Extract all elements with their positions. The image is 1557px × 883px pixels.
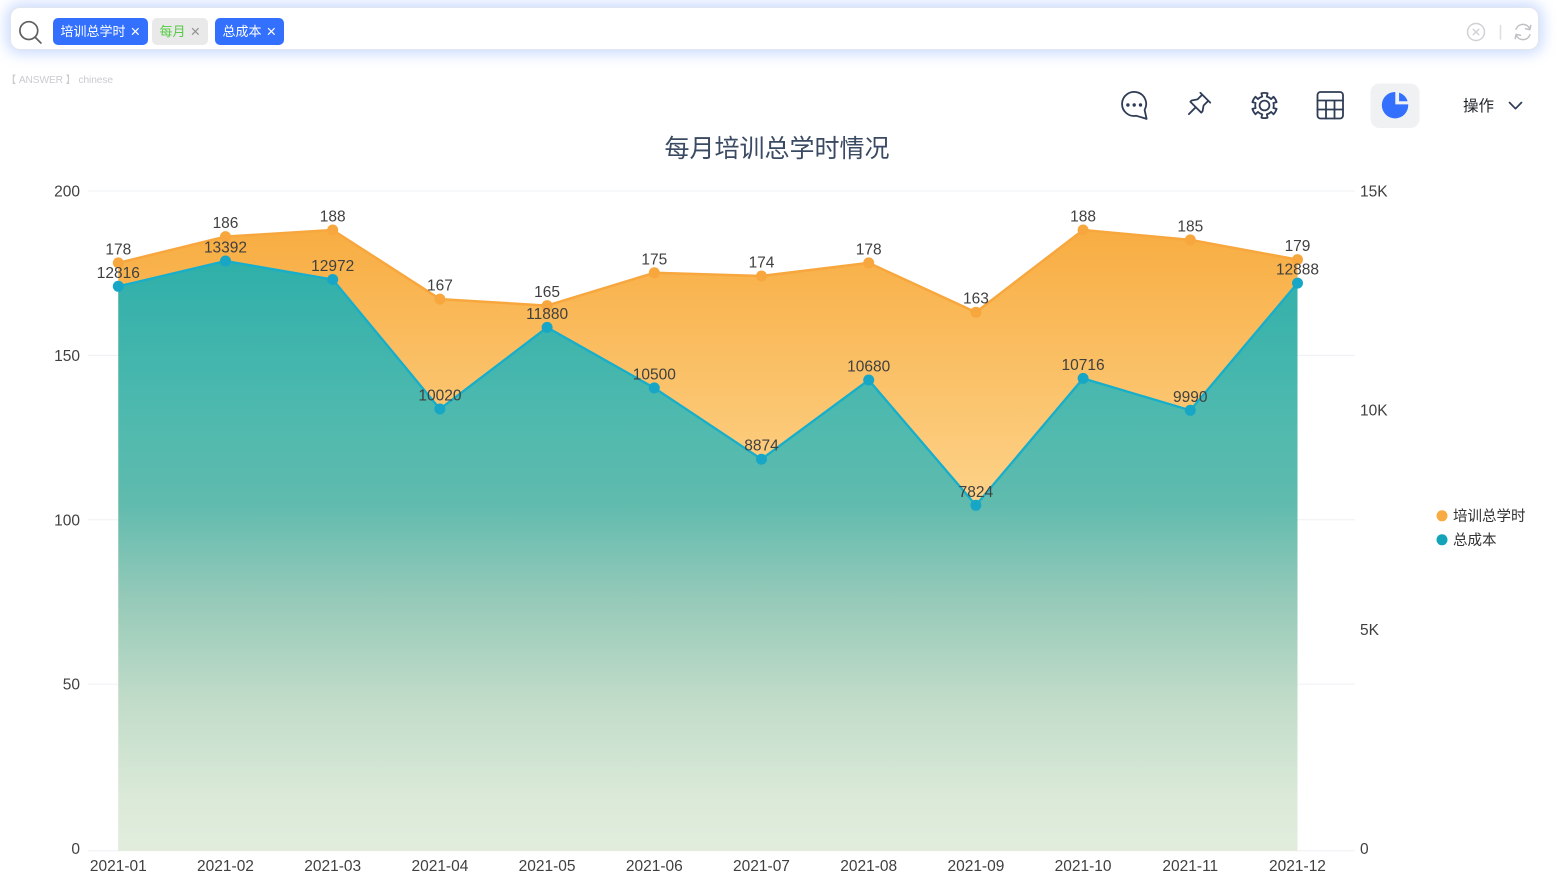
svg-text:2021-01: 2021-01	[90, 858, 147, 875]
svg-text:8874: 8874	[744, 438, 779, 455]
svg-text:每月培训总学时情况: 每月培训总学时情况	[664, 135, 889, 163]
svg-text:174: 174	[749, 255, 775, 272]
svg-text:188: 188	[1070, 209, 1096, 226]
svg-text:2021-12: 2021-12	[1269, 858, 1326, 875]
svg-text:10680: 10680	[847, 359, 890, 376]
svg-text:13392: 13392	[204, 240, 247, 257]
svg-text:0: 0	[1360, 841, 1369, 858]
svg-text:50: 50	[63, 677, 81, 694]
svg-text:185: 185	[1177, 218, 1203, 235]
svg-text:179: 179	[1285, 238, 1311, 255]
svg-text:7824: 7824	[959, 484, 994, 501]
svg-text:2021-06: 2021-06	[626, 858, 683, 875]
svg-text:2021-08: 2021-08	[840, 858, 897, 875]
svg-text:178: 178	[105, 241, 131, 258]
svg-text:163: 163	[963, 291, 989, 308]
svg-text:150: 150	[54, 348, 80, 365]
svg-text:186: 186	[213, 215, 239, 232]
svg-text:10020: 10020	[418, 388, 461, 405]
svg-text:2021-05: 2021-05	[519, 858, 576, 875]
svg-text:10500: 10500	[633, 366, 676, 383]
svg-text:178: 178	[856, 241, 882, 258]
svg-text:2021-10: 2021-10	[1055, 858, 1112, 875]
svg-text:5K: 5K	[1360, 622, 1380, 639]
svg-text:10716: 10716	[1062, 357, 1105, 374]
svg-text:2021-09: 2021-09	[947, 858, 1004, 875]
svg-text:100: 100	[54, 512, 80, 529]
svg-text:2021-04: 2021-04	[411, 858, 468, 875]
svg-text:操作: 操作	[1463, 97, 1494, 115]
svg-text:培训总学时: 培训总学时	[1453, 508, 1526, 525]
svg-text:15K: 15K	[1360, 184, 1388, 201]
svg-text:188: 188	[320, 209, 346, 226]
svg-text:2021-02: 2021-02	[197, 858, 254, 875]
svg-text:165: 165	[534, 284, 560, 301]
svg-text:10K: 10K	[1360, 403, 1388, 420]
svg-text:12972: 12972	[311, 258, 354, 275]
svg-text:9990: 9990	[1173, 389, 1208, 406]
svg-text:200: 200	[54, 184, 80, 201]
svg-text:2021-03: 2021-03	[304, 858, 361, 875]
svg-text:2021-07: 2021-07	[733, 858, 790, 875]
svg-text:总成本: 总成本	[1453, 532, 1497, 549]
svg-text:2021-11: 2021-11	[1162, 858, 1218, 875]
svg-text:12816: 12816	[97, 265, 140, 282]
svg-text:12888: 12888	[1276, 262, 1319, 279]
svg-text:11880: 11880	[526, 306, 568, 323]
svg-text:175: 175	[641, 251, 667, 268]
svg-text:0: 0	[71, 841, 80, 858]
svg-text:167: 167	[427, 278, 453, 295]
